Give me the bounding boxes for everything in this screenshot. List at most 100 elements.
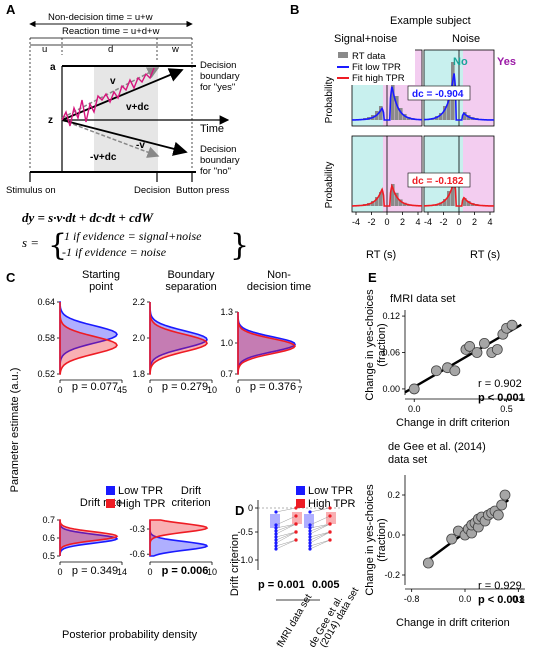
- e-title-1: fMRI data set: [390, 293, 455, 305]
- time-axis-label: Time: [200, 123, 224, 135]
- equation-ddm: dy = s·v·dt + dc·dt + cdW: [22, 210, 154, 225]
- c-xtick-label: 0: [147, 385, 152, 395]
- legend-swatch-rt: [338, 52, 348, 58]
- e-ytick-label: 0.06: [382, 348, 400, 358]
- e-data-point: [491, 344, 503, 355]
- c-ytick-label: 0.64: [37, 297, 55, 307]
- rt-hist-bar: [395, 192, 399, 206]
- c-ytick-label: 1.3: [220, 307, 233, 317]
- d-dot-low: [274, 510, 278, 514]
- e-data-point: [449, 365, 461, 377]
- e-r1: r = 0.902: [478, 378, 522, 390]
- d-dot-high: [328, 514, 332, 518]
- d-dot-low: [274, 541, 278, 545]
- d-pair-line: [309, 539, 331, 550]
- dc-top-box: [407, 85, 471, 101]
- d-dot-high: [328, 522, 332, 526]
- brace-left: {: [48, 228, 67, 263]
- d-ytick-label: -1.0: [237, 555, 253, 565]
- scatter-plots: 0.12 0.06 0.00 0.0 0.5 0.2 0.0 -0.2 -0.8 0.0 0.8: [382, 310, 525, 604]
- c-subplot-title: Boundary: [167, 269, 215, 281]
- d-dot-low: [308, 510, 312, 514]
- yes-label: Yes: [497, 56, 516, 68]
- c-pvalue: p = 0.077: [72, 381, 118, 393]
- e-p1: p < 0.001: [478, 392, 525, 404]
- c-ytick-label: 1.0: [220, 338, 233, 348]
- c-xtick-label: 10: [207, 567, 217, 577]
- e-title-2a: de Gee et al. (2014): [388, 441, 486, 453]
- e-xtick-label: 0.5: [500, 404, 513, 414]
- c-ytick-label: 0.58: [37, 333, 55, 343]
- decision-boundary-no-1: Decision: [200, 144, 236, 155]
- e-data-point: [499, 489, 511, 501]
- rt-hist-bar: [463, 198, 467, 206]
- d-dot-high: [294, 522, 298, 526]
- d-dot-high: [328, 538, 332, 542]
- e-title-2b: data set: [388, 454, 427, 466]
- d-pair-line: [275, 515, 297, 526]
- a-boundary-label: a: [50, 62, 56, 73]
- d-dot-high: [328, 506, 332, 510]
- d-pair-line: [309, 507, 331, 513]
- d-dot-low: [308, 541, 312, 545]
- d-dot-low: [308, 547, 312, 551]
- dc-bottom-value: dc = -0.182: [412, 176, 464, 187]
- rt-hist-bar: [375, 197, 379, 206]
- c-ytick-label: 0.52: [37, 369, 55, 379]
- e-data-point: [478, 337, 490, 349]
- e-data-point: [464, 341, 476, 352]
- c-legend-low: Low TPR: [118, 485, 163, 497]
- d-dot-low: [308, 529, 312, 533]
- posterior-low-tpr: [59, 520, 119, 556]
- c-xlabel: Posterior probability density: [62, 629, 198, 641]
- w-label: w: [171, 44, 179, 55]
- rt-tick-label: 0: [384, 217, 389, 227]
- rt-hist-bar: [391, 80, 395, 120]
- c-subplot-title: Drift rate: [80, 497, 122, 509]
- legend-rt-data: RT data: [352, 51, 386, 62]
- rt-tick-label: 0: [456, 217, 461, 227]
- e-xlabel-1: Change in drift criterion: [396, 417, 510, 429]
- legend-fit-high: Fit high TPR: [352, 73, 405, 84]
- e-data-point: [496, 499, 508, 511]
- e-xlabel-2: Change in drift criterion: [396, 617, 510, 629]
- xlabel-rt-left: RT (s): [366, 249, 396, 261]
- no-label: No: [453, 56, 468, 68]
- e-ylabel-2a: Change in yes-choices: [364, 484, 376, 596]
- e-ytick-label: -0.2: [384, 570, 400, 580]
- c-ytick-label: 2.0: [132, 333, 145, 343]
- decision-boundary-yes-3: for "yes": [200, 82, 235, 93]
- c-subplot-title: separation: [165, 281, 216, 293]
- e-ylabel-1a: Change in yes-choices: [364, 289, 376, 401]
- drift-neg-v-label: -v: [136, 140, 145, 151]
- rt-tick-label: 4: [415, 217, 420, 227]
- e-ylabel-1b: (fraction): [376, 323, 388, 366]
- panel-label-a: A: [6, 2, 16, 17]
- c-subplot-title: Starting: [82, 269, 120, 281]
- d-bar-high: [326, 512, 336, 524]
- dc-bottom-box: [407, 172, 471, 188]
- d-pair-line: [275, 523, 297, 535]
- posterior-high-tpr: [237, 312, 297, 375]
- c-ytick-label: 0.5: [42, 551, 55, 561]
- d-pair-line: [275, 531, 297, 544]
- c-ytick-label: -0.6: [129, 549, 145, 559]
- rt-tick-label: -4: [424, 217, 432, 227]
- d-dot-low: [308, 532, 312, 536]
- drift-neg-v-dc-label: -v+dc: [90, 152, 117, 163]
- e-ylabel-2b: (fraction): [376, 518, 388, 561]
- d-ytick-label: 0: [248, 503, 253, 513]
- d-ylabel: Drift criterion: [229, 534, 241, 596]
- e-data-point: [471, 347, 483, 358]
- d-dot-high: [328, 530, 332, 534]
- c-subplot-title: point: [89, 281, 113, 293]
- col-noise: Noise: [452, 33, 480, 45]
- rt-hist-bar: [443, 199, 447, 206]
- rt-hist-bar: [399, 108, 403, 120]
- d-pair-line: [275, 539, 297, 547]
- rt-tick-label: -2: [367, 217, 375, 227]
- u-label: u: [42, 44, 47, 55]
- d-dot-low: [274, 529, 278, 533]
- reaction-label: Reaction time = u+d+w: [62, 26, 160, 37]
